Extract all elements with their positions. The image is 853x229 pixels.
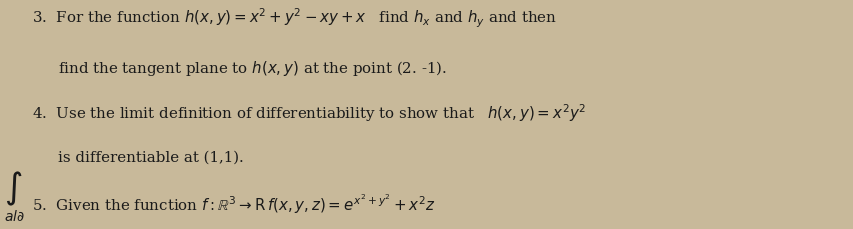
Text: $\int$: $\int$ [4, 169, 23, 207]
Text: 3.  For the function $h(x, y) = x^2 + y^2 - xy + x$   find $h_x$ and $h_y$ and t: 3. For the function $h(x, y) = x^2 + y^2… [32, 7, 557, 30]
Text: 4.  Use the limit definition of differentiability to show that   $h(x, y) = x^2y: 4. Use the limit definition of different… [32, 102, 586, 123]
Text: find the tangent plane to $h(x, y)$ at the point (2. -1).: find the tangent plane to $h(x, y)$ at t… [58, 58, 446, 77]
Text: 5.  Given the function $f: \mathbb{R}^3 \rightarrow \mathrm{R}\, f(x, y, z) = e^: 5. Given the function $f: \mathbb{R}^3 \… [32, 191, 435, 215]
Text: is differentiable at (1,1).: is differentiable at (1,1). [58, 150, 244, 164]
Text: $al\partial$: $al\partial$ [4, 208, 25, 223]
